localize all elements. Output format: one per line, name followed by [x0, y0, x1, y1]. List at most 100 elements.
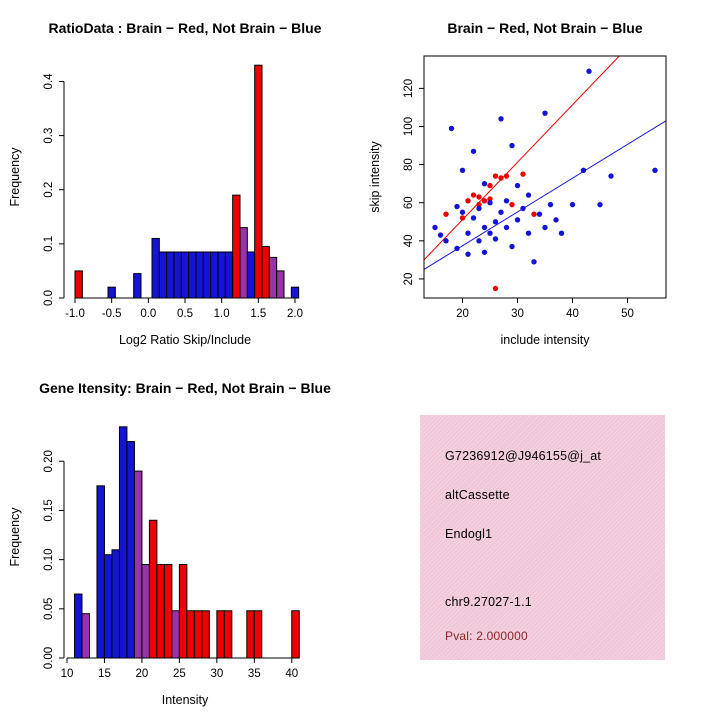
- scatter-point-blue: [586, 68, 592, 74]
- pval-text: Pval: 2.000000: [445, 629, 528, 643]
- x-tick-label: 15: [98, 668, 111, 680]
- hist-bar-blue: [217, 251, 226, 299]
- hist-bar-purple: [133, 470, 143, 659]
- scatter-point-blue: [514, 217, 521, 223]
- scatter-point-blue: [569, 201, 576, 208]
- scatter-point-blue: [448, 125, 455, 132]
- scatter-point-blue: [454, 203, 460, 210]
- scatter-point-blue: [509, 142, 515, 149]
- y-tick-label: 60: [403, 196, 415, 209]
- hist-bar-red: [148, 519, 158, 659]
- plot-box: [423, 55, 667, 299]
- splice-type-text: altCassette: [445, 488, 510, 502]
- scatter-point-blue: [547, 201, 554, 208]
- intensity-scatter-svg: Brain − Red, Not Brain − Blue include int…: [368, 20, 667, 347]
- scatter-point-blue: [525, 230, 532, 236]
- chart-title: RatioData : Brain − Red, Not Brain − Blu…: [48, 20, 321, 36]
- x-axis-label: Log2 Ratio Skip/Include: [119, 333, 251, 347]
- y-tick-label: 100: [403, 117, 415, 136]
- scatter-point-blue: [492, 236, 499, 242]
- scatter-point-red: [503, 173, 510, 179]
- hist-bar-blue: [151, 237, 160, 299]
- hist-bar-red: [156, 564, 165, 659]
- y-tick-label: 0.05: [43, 598, 55, 620]
- x-tick-label: 35: [248, 668, 261, 680]
- blue-fit-line: [423, 120, 667, 270]
- x-tick-label: 20: [456, 308, 469, 320]
- ratio-hist-svg: RatioData : Brain − Red, Not Brain − Blu…: [8, 20, 322, 347]
- scatter-point-blue: [465, 230, 471, 236]
- x-tick-label: 2.0: [287, 308, 303, 320]
- chart-title: Gene Itensity: Brain − Red, Not Brain − …: [39, 380, 331, 396]
- hist-bar-blue: [188, 251, 197, 299]
- scatter-point-blue: [465, 251, 471, 257]
- y-tick-label: 0.1: [43, 236, 55, 252]
- x-tick-label: -0.5: [102, 308, 122, 320]
- y-tick-label: 0.20: [43, 450, 55, 472]
- hist-bar-blue: [107, 286, 116, 299]
- scatter-point-red: [487, 196, 493, 202]
- scatter-point-red: [520, 171, 526, 177]
- scatter-point-blue: [454, 245, 460, 252]
- hist-bar-blue: [195, 251, 204, 299]
- hist-bar-blue: [180, 251, 190, 299]
- scatter-point-blue: [531, 259, 537, 265]
- scatter-point-blue: [536, 211, 543, 217]
- hist-bar-blue: [158, 251, 168, 299]
- x-tick-label: 25: [173, 668, 186, 680]
- x-tick-label: 50: [621, 308, 634, 320]
- scatter-point-blue: [481, 224, 488, 231]
- scatter-point-blue: [503, 224, 510, 231]
- panel-info: G7236912@J946155@j_at altCassette Endogl…: [360, 360, 720, 720]
- y-tick-label: 20: [403, 273, 415, 286]
- scatter-point-blue: [509, 243, 515, 250]
- scatter-point-red: [498, 175, 504, 181]
- x-tick-label: 30: [511, 308, 524, 320]
- x-axis-label: Intensity: [162, 693, 209, 707]
- x-axis-label: include intensity: [501, 333, 591, 347]
- hist-bar-red: [246, 610, 255, 659]
- hist-bar-blue: [96, 485, 105, 659]
- hist-bar-blue: [173, 251, 182, 299]
- scatter-point-blue: [481, 249, 488, 255]
- hist-bar-red: [253, 610, 263, 659]
- y-axis-label: Frequency: [8, 147, 22, 207]
- scatter-point-blue: [459, 209, 466, 215]
- scatter-point-blue: [432, 224, 438, 231]
- y-tick-label: 80: [403, 158, 415, 171]
- hist-bar-blue: [126, 441, 135, 659]
- scatter-point-red: [531, 211, 537, 217]
- y-axis-label: skip intensity: [368, 140, 382, 212]
- scatter-point-blue: [503, 198, 510, 204]
- scatter-point-blue: [514, 182, 521, 189]
- y-tick-label: 0.4: [43, 73, 55, 90]
- hist-bar-red: [193, 610, 203, 659]
- scatter-point-blue: [520, 205, 526, 212]
- gene-symbol-text: Endogl1: [445, 527, 493, 541]
- gene-hist-svg: Gene Itensity: Brain − Red, Not Brain − …: [8, 380, 331, 707]
- y-tick-label: 0.00: [43, 647, 55, 669]
- hist-bar-blue: [202, 251, 212, 299]
- scatter-point-red: [459, 215, 466, 221]
- scatter-point-blue: [487, 200, 493, 206]
- hist-bar-blue: [118, 426, 128, 659]
- probe-id-text: G7236912@J946155@j_at: [445, 449, 602, 463]
- scatter-point-blue: [597, 201, 603, 208]
- x-tick-label: 0.5: [177, 308, 193, 320]
- hist-bar-red: [178, 564, 188, 659]
- hist-bar-red: [261, 246, 270, 299]
- red-fit-line: [423, 55, 620, 261]
- scatter-point-blue: [553, 217, 559, 223]
- scatter-point-red: [476, 201, 482, 208]
- location-text: chr9.27027-1.1: [445, 595, 532, 609]
- hist-bar-purple: [171, 610, 180, 659]
- hist-bar-blue: [111, 549, 120, 659]
- info-box: G7236912@J946155@j_at altCassette Endogl…: [420, 415, 665, 660]
- hist-bar-red: [223, 610, 233, 659]
- scatter-point-red: [481, 198, 488, 204]
- hist-bar-blue: [166, 251, 175, 299]
- scatter-point-blue: [481, 180, 488, 187]
- hist-bar-purple: [141, 564, 150, 659]
- panel-gene-intensity-histogram: Gene Itensity: Brain − Red, Not Brain − …: [0, 360, 360, 720]
- scatter-point-red: [492, 173, 499, 179]
